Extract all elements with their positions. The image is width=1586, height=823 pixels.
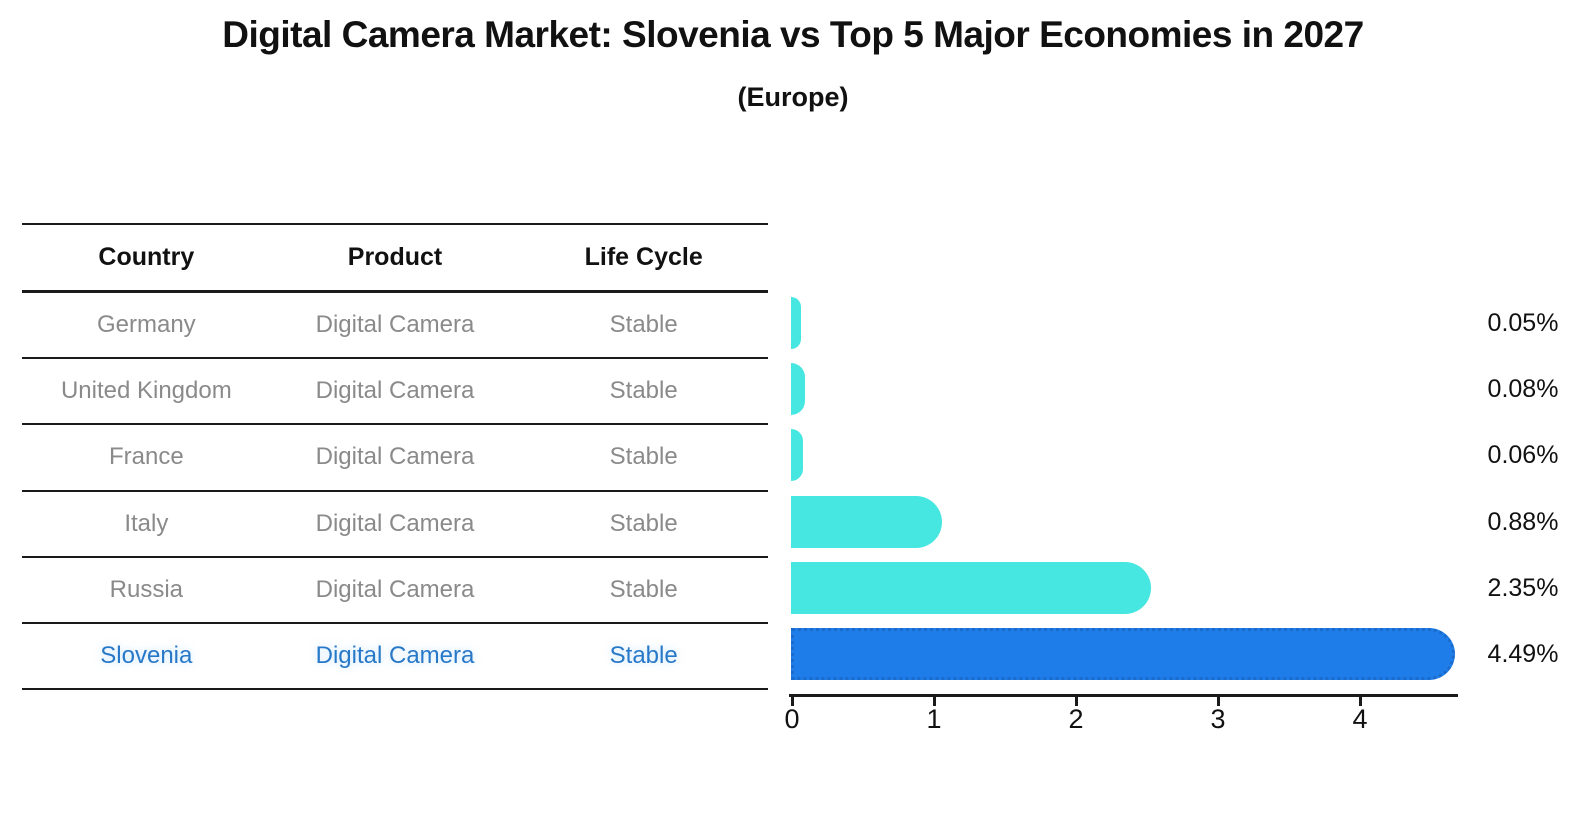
table-row: Russia Digital Camera Stable xyxy=(22,558,768,624)
table-row: United Kingdom Digital Camera Stable xyxy=(22,359,768,426)
column-header-product: Product xyxy=(347,243,443,271)
country-cell: Italy xyxy=(124,509,169,537)
table-row: Germany Digital Camera Stable xyxy=(22,293,768,360)
product-cell: Digital Camera xyxy=(315,642,475,670)
product-cell: Digital Camera xyxy=(315,509,475,537)
x-axis-tick-label: 4 xyxy=(1352,704,1368,734)
bar-value-label: 0.06% xyxy=(1487,441,1559,470)
country-cell: France xyxy=(108,443,184,471)
column-header-lifecycle: Life Cycle xyxy=(584,243,703,271)
table-row: France Digital Camera Stable xyxy=(22,425,768,492)
x-axis-tick-mark xyxy=(933,697,936,706)
bar-value-label: 4.49% xyxy=(1487,639,1559,668)
product-cell: Digital Camera xyxy=(315,443,475,471)
life_cycle-cell: Stable xyxy=(609,509,678,537)
bar-value-label: 0.88% xyxy=(1487,507,1559,536)
bar-value-label: 0.05% xyxy=(1487,309,1559,338)
country-cell: United Kingdom xyxy=(60,377,232,405)
chart-subtitle: (Europe) xyxy=(737,82,849,112)
x-axis-line xyxy=(789,694,1458,697)
table-header-row: Country Product Life Cycle xyxy=(22,225,768,293)
table-row: Italy Digital Camera Stable xyxy=(22,492,768,558)
bar-value-label: 2.35% xyxy=(1487,573,1559,602)
bar-highlight xyxy=(791,627,1455,680)
life_cycle-cell: Stable xyxy=(609,575,678,603)
life_cycle-cell: Stable xyxy=(609,377,678,405)
x-axis-tick-label: 3 xyxy=(1210,704,1226,734)
x-axis-tick-mark xyxy=(1217,697,1220,706)
column-header-country: Country xyxy=(98,243,195,271)
bar xyxy=(791,429,803,482)
life_cycle-cell: Stable xyxy=(609,642,678,670)
bar xyxy=(791,495,942,548)
table-body: Germany Digital Camera Stable United Kingdo… xyxy=(22,293,768,691)
x-axis-tick-label: 2 xyxy=(1068,704,1084,734)
product-cell: Digital Camera xyxy=(315,575,475,603)
bar xyxy=(791,297,802,350)
x-axis-tick-mark xyxy=(1359,697,1362,706)
bar-value-label: 0.08% xyxy=(1487,375,1559,404)
x-axis-tick-mark xyxy=(791,697,794,706)
life_cycle-cell: Stable xyxy=(609,311,678,339)
bar xyxy=(791,561,1151,614)
table-row: Slovenia Digital Camera Stable xyxy=(22,624,768,691)
country-cell: Germany xyxy=(96,311,196,339)
product-cell: Digital Camera xyxy=(315,377,475,405)
x-axis-tick-mark xyxy=(1075,697,1078,706)
x-axis-tick-label: 0 xyxy=(784,704,800,734)
product-cell: Digital Camera xyxy=(315,311,475,339)
country-cell: Slovenia xyxy=(100,642,193,670)
country-cell: Russia xyxy=(109,575,184,603)
chart-title: Digital Camera Market: Slovenia vs Top 5… xyxy=(222,14,1364,55)
country-table: Country Product Life Cycle Germany Digita… xyxy=(22,223,768,691)
x-axis-tick-label: 1 xyxy=(926,704,942,734)
life_cycle-cell: Stable xyxy=(609,443,678,471)
bar xyxy=(791,363,806,416)
